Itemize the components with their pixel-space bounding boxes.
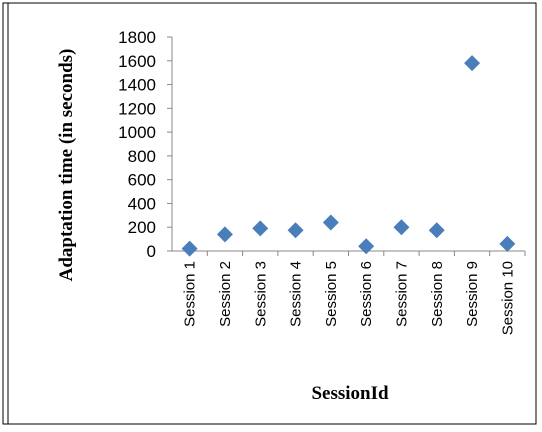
y-tick-label: 600 <box>128 171 156 190</box>
y-tick-label: 1200 <box>118 99 156 118</box>
marker <box>393 219 410 236</box>
x-tick-label: Session 1 <box>182 261 199 327</box>
x-tick-label: Session 3 <box>252 261 269 327</box>
y-axis-title: Adaptation time (in seconds) <box>56 49 77 282</box>
x-tick-label: Session 8 <box>429 261 446 327</box>
frame <box>2 2 537 425</box>
y-tick-label: 800 <box>128 147 156 166</box>
marker <box>322 214 339 231</box>
y-tick-label: 0 <box>147 242 156 261</box>
x-tick-label: Session 10 <box>499 261 516 335</box>
marker <box>358 238 375 255</box>
marker <box>428 222 445 239</box>
marker <box>464 55 481 72</box>
marker <box>181 240 198 257</box>
marker <box>252 220 269 237</box>
x-tick-label: Session 7 <box>393 261 410 327</box>
y-tick-label: 1400 <box>118 76 156 95</box>
x-tick-label: Session 4 <box>288 261 305 327</box>
y-tick-label: 1800 <box>118 28 156 47</box>
marker <box>499 235 516 252</box>
x-tick-label: Session 2 <box>217 261 234 327</box>
y-tick-label: 400 <box>128 194 156 213</box>
x-tick-label: Session 5 <box>323 261 340 327</box>
x-tick-label: Session 9 <box>464 261 481 327</box>
y-tick-label: 200 <box>128 218 156 237</box>
marker <box>287 222 304 239</box>
y-tick-label: 1600 <box>118 52 156 71</box>
x-axis-title: SessionId <box>311 383 389 404</box>
x-tick-label: Session 6 <box>358 261 375 327</box>
marker <box>216 226 233 243</box>
y-tick-label: 1000 <box>118 123 156 142</box>
